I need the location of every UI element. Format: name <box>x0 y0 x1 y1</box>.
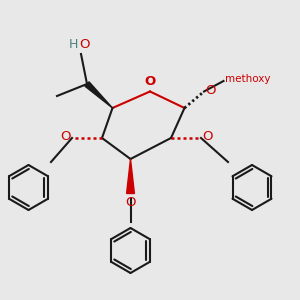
Text: O: O <box>60 130 70 143</box>
Text: O: O <box>206 83 216 97</box>
Text: O: O <box>80 38 90 51</box>
Text: H: H <box>69 38 78 51</box>
Text: O: O <box>144 75 156 88</box>
Text: methoxy: methoxy <box>225 74 271 85</box>
Text: O: O <box>202 130 213 143</box>
Polygon shape <box>127 159 134 194</box>
Text: O: O <box>125 196 136 209</box>
Polygon shape <box>85 82 112 108</box>
